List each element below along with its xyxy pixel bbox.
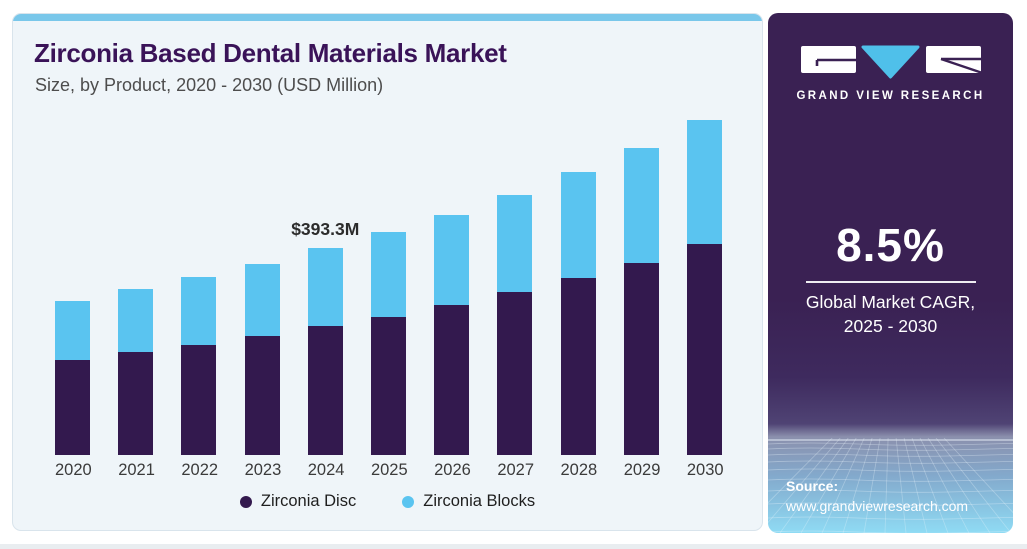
bar-2025 [370,120,406,455]
legend-label: Zirconia Disc [260,492,357,510]
x-axis-label-2029: 2029 [623,461,661,479]
cagr-label-line2: 2025 - 2030 [843,315,938,336]
x-axis-labels: 2020 2021 2022 2023 2024 2025 2026 2027 2028 2029… [55,461,724,480]
bar-2027 [497,120,533,455]
cagr-block: 8.5% Global Market CAGR, 2025 - 2030 [768,218,1013,338]
bar-2030 [686,120,722,455]
bar-2029 [623,120,659,455]
bar-2021 [118,120,154,455]
bar-segment-zirconia-blocks [307,248,343,326]
bar-2024: $393.3M [291,120,359,455]
x-axis-label-2021: 2021 [118,461,155,479]
cagr-label-line1: Global Market CAGR, [805,292,976,312]
x-axis-label-2023: 2023 [244,461,282,479]
legend-item-zirconia-blocks: Zirconia Blocks [402,492,535,511]
bar-segment-zirconia-disc [370,317,406,455]
wireframe-mesh-decoration [768,438,1013,533]
bar-segment-zirconia-blocks [370,232,406,317]
bar-segment-zirconia-disc [623,263,659,455]
chart-subtitle: Size, by Product, 2020 - 2030 (USD Milli… [35,75,384,95]
x-axis-label-2022: 2022 [181,461,219,479]
bar-2023 [244,120,280,455]
source-block: Source: www.grandviewresearch.com [786,476,968,517]
gvr-logo: GRAND VIEW RESEARCH [768,45,1013,102]
bar-segment-zirconia-blocks [55,301,90,360]
bar-segment-zirconia-blocks [244,264,280,336]
legend-dot [239,495,252,508]
x-axis-label-2027: 2027 [497,461,535,479]
bar-segment-zirconia-disc [244,336,280,455]
bar-2022 [181,120,217,455]
bar-segment-zirconia-blocks [434,215,470,305]
bar-segment-zirconia-disc [560,278,596,455]
bar-segment-zirconia-disc [118,352,154,455]
x-axis-label-2025: 2025 [370,461,408,479]
brand-sidebar: GRAND VIEW RESEARCH 8.5% Global Market C… [768,13,1013,533]
bar-segment-zirconia-disc [181,345,217,455]
legend-item-zirconia-disc: Zirconia Disc [239,492,357,511]
source-label: Source: [786,478,839,495]
chart-legend: Zirconia Disc Zirconia Blocks [13,492,762,511]
x-axis-label-2030: 2030 [686,461,724,479]
bar-segment-zirconia-blocks [623,148,659,263]
x-axis-label-2020: 2020 [55,461,92,479]
brand-name: GRAND VIEW RESEARCH [796,90,985,102]
bar-segment-zirconia-disc [434,305,470,455]
bar-segment-zirconia-disc [497,292,533,455]
legend-dot [402,495,415,508]
x-axis-label-2024: 2024 [307,461,345,479]
cagr-divider [805,281,976,283]
cagr-value: 8.5% [836,219,945,271]
bar-segment-zirconia-disc [686,244,722,455]
bar-segment-zirconia-blocks [181,277,217,345]
bar-segment-zirconia-blocks [118,289,154,352]
bar-segment-zirconia-disc [307,326,343,455]
bar-segment-zirconia-blocks [497,195,533,292]
bar-2028 [560,120,596,455]
bar-2026 [434,120,470,455]
bar-segment-zirconia-blocks [560,172,596,278]
gvr-logo-icon [800,45,981,79]
bar-segment-zirconia-blocks [686,120,722,244]
bar-2020 [55,120,90,455]
source-url[interactable]: www.grandviewresearch.com [786,498,969,515]
page-bottom-edge [0,544,1027,549]
legend-label: Zirconia Blocks [423,492,536,510]
x-axis-label-2026: 2026 [434,461,471,479]
chart-title: Zirconia Based Dental Materials Market [34,38,507,68]
chart-card: Zirconia Based Dental Materials Market S… [12,13,763,531]
bar-value-annotation: $393.3M [291,219,360,239]
bar-segment-zirconia-disc [55,360,90,455]
x-axis-label-2028: 2028 [560,461,598,479]
card-top-accent [13,14,762,21]
stacked-bar-chart: $393.3M [55,120,722,455]
